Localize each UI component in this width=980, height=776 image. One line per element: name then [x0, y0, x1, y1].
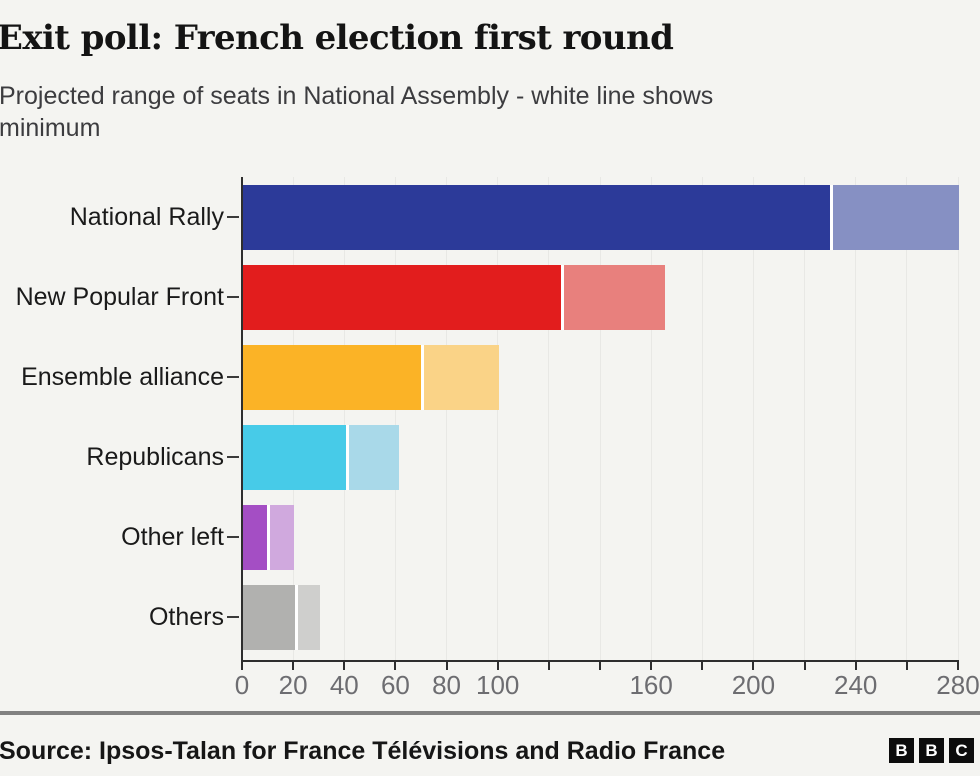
bar-max-segment [562, 265, 665, 330]
bar-max-segment [422, 345, 499, 410]
x-axis-tick [905, 662, 908, 670]
y-axis-line [241, 177, 243, 662]
footer-divider [0, 711, 980, 715]
bar-max-segment [268, 505, 295, 570]
category-label: New Popular Front [15, 283, 224, 311]
bar-min-segment [243, 425, 348, 490]
gridline [957, 177, 959, 660]
gridline [599, 177, 601, 660]
x-axis-tick-label: 240 [834, 670, 878, 700]
source-text: Source: Ipsos-Talan for France Télévisio… [0, 737, 726, 765]
gridline [650, 177, 652, 660]
minimum-white-line [420, 345, 424, 410]
bar-min-segment [243, 505, 269, 570]
x-axis-tick-label: 160 [629, 670, 673, 700]
subtitle-line-2: minimum [0, 114, 101, 142]
gridline [701, 177, 703, 660]
x-axis-tick [445, 662, 448, 670]
category-label: Other left [121, 523, 224, 551]
bar-min-segment [243, 345, 422, 410]
x-axis-tick-label: 60 [380, 670, 410, 700]
bar-max-segment [296, 585, 320, 650]
x-axis-tick [394, 662, 397, 670]
bar-max-segment [347, 425, 399, 490]
bbc-logo: B B C [889, 738, 974, 763]
chart-subtitle: Projected range of seats in National Ass… [0, 80, 959, 144]
x-axis-tick [803, 662, 806, 670]
category-tick [227, 616, 239, 618]
gridline [497, 177, 499, 660]
category-tick [227, 536, 239, 538]
x-axis-tick [241, 662, 243, 670]
gridline [804, 177, 806, 660]
category-tick [227, 216, 239, 218]
x-axis-tick-label: 0 [234, 670, 250, 700]
x-axis-tick-label: 20 [278, 670, 308, 700]
x-axis-tick [650, 662, 653, 670]
gridline [446, 177, 448, 660]
gridline [855, 177, 857, 660]
gridline [906, 177, 908, 660]
x-axis-tick-label: 100 [476, 670, 520, 700]
bbc-logo-letter: B [919, 738, 944, 763]
category-tick [227, 296, 239, 298]
category-label: Republicans [86, 443, 224, 471]
x-axis-tick [343, 662, 346, 670]
bar-min-segment [243, 185, 832, 250]
x-axis-tick [292, 662, 295, 670]
gridline [548, 177, 550, 660]
minimum-white-line [267, 505, 271, 570]
x-axis-tick [752, 662, 755, 670]
minimum-white-line [829, 185, 833, 250]
x-axis-line [241, 660, 959, 662]
x-axis-tick [854, 662, 857, 670]
gridline [292, 177, 294, 660]
x-axis-tick-label: 280 [936, 670, 980, 700]
category-label: National Rally [69, 203, 224, 231]
x-axis-tick [599, 662, 601, 670]
x-axis-tick-label: 80 [432, 670, 462, 700]
category-tick [227, 376, 239, 378]
x-axis-tick [496, 662, 499, 670]
bar-min-segment [243, 265, 563, 330]
x-axis-tick [547, 662, 550, 670]
gridline [752, 177, 754, 660]
x-axis-tick-label: 40 [329, 670, 359, 700]
x-axis-tick-label: 200 [731, 670, 776, 700]
x-axis-tick [701, 662, 704, 670]
gridline [343, 177, 345, 660]
category-label: Others [148, 603, 224, 631]
subtitle-line-1: Projected range of seats in National Ass… [0, 82, 714, 110]
bar-min-segment [243, 585, 297, 650]
category-label: Ensemble alliance [21, 363, 224, 391]
category-tick [227, 456, 239, 458]
bar-max-segment [831, 185, 959, 250]
page-title: Exit poll: French election first round [0, 18, 674, 58]
gridline [394, 177, 396, 660]
minimum-white-line [346, 425, 350, 490]
bbc-logo-letter: C [949, 738, 974, 763]
x-axis-tick [957, 662, 959, 670]
minimum-white-line [295, 585, 299, 650]
bbc-logo-letter: B [889, 738, 914, 763]
minimum-white-line [561, 265, 565, 330]
